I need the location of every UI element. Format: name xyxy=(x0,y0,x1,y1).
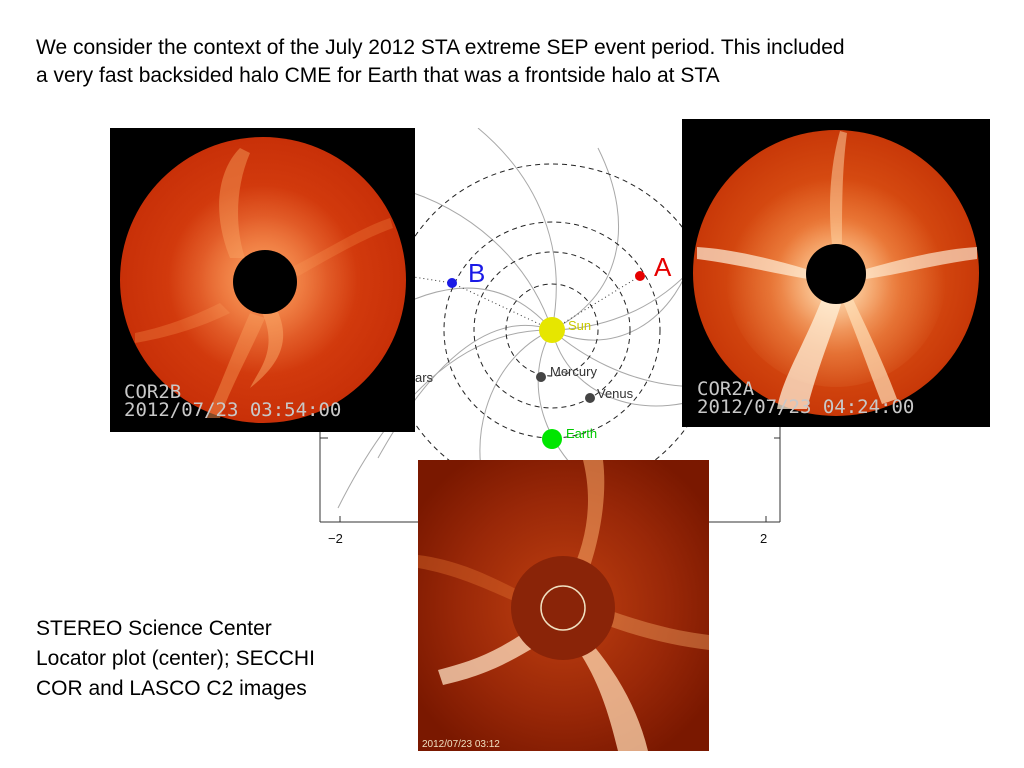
venus-label: Venus xyxy=(597,386,634,401)
headline: We consider the context of the July 2012… xyxy=(36,34,1016,90)
mars-label: ars xyxy=(415,370,434,385)
mercury-label: Mercury xyxy=(550,364,597,379)
lasco-sun-disk-outline xyxy=(540,585,586,631)
caption-line-2: Locator plot (center); SECCHI xyxy=(36,647,315,670)
lasco-occulter xyxy=(511,556,615,660)
x-tick-left: −2 xyxy=(328,531,343,546)
cor2a-instrument-label: COR2A xyxy=(697,378,755,400)
stereo-a-marker xyxy=(635,271,645,281)
caption-line-1: STEREO Science Center xyxy=(36,617,272,640)
stereo-b-marker xyxy=(447,278,457,288)
sun-label: Sun xyxy=(568,318,591,333)
cor2a-image: COR2A 2012/07/23 04:24:00 xyxy=(682,119,990,427)
headline-line-2: a very fast backsided halo CME for Earth… xyxy=(36,64,720,87)
stereo-a-label: A xyxy=(654,252,672,282)
caption-line-3: COR and LASCO C2 images xyxy=(36,677,307,700)
earth-marker xyxy=(542,429,562,449)
cor2b-timestamp: 2012/07/23 03:54:00 xyxy=(124,399,341,421)
headline-line-1: We consider the context of the July 2012… xyxy=(36,36,845,59)
earth-label: Earth xyxy=(566,426,597,441)
x-tick-right: 2 xyxy=(760,531,767,546)
lasco-cme-features xyxy=(418,460,709,751)
lasco-c2-image: 2012/07/23 03:12 xyxy=(418,460,709,751)
caption: STEREO Science Center Locator plot (cent… xyxy=(36,614,315,704)
cor2a-occulter xyxy=(806,244,866,304)
lasco-timestamp: 2012/07/23 03:12 xyxy=(422,739,500,750)
venus-marker xyxy=(585,393,595,403)
stereo-b-label: B xyxy=(468,258,485,288)
cor2b-instrument-label: COR2B xyxy=(124,381,181,403)
cor2b-image: COR2B 2012/07/23 03:54:00 xyxy=(110,128,415,432)
cor2b-occulter xyxy=(233,250,297,314)
mercury-marker xyxy=(536,372,546,382)
cor2a-timestamp: 2012/07/23 04:24:00 xyxy=(697,396,914,418)
sun-marker xyxy=(539,317,565,343)
